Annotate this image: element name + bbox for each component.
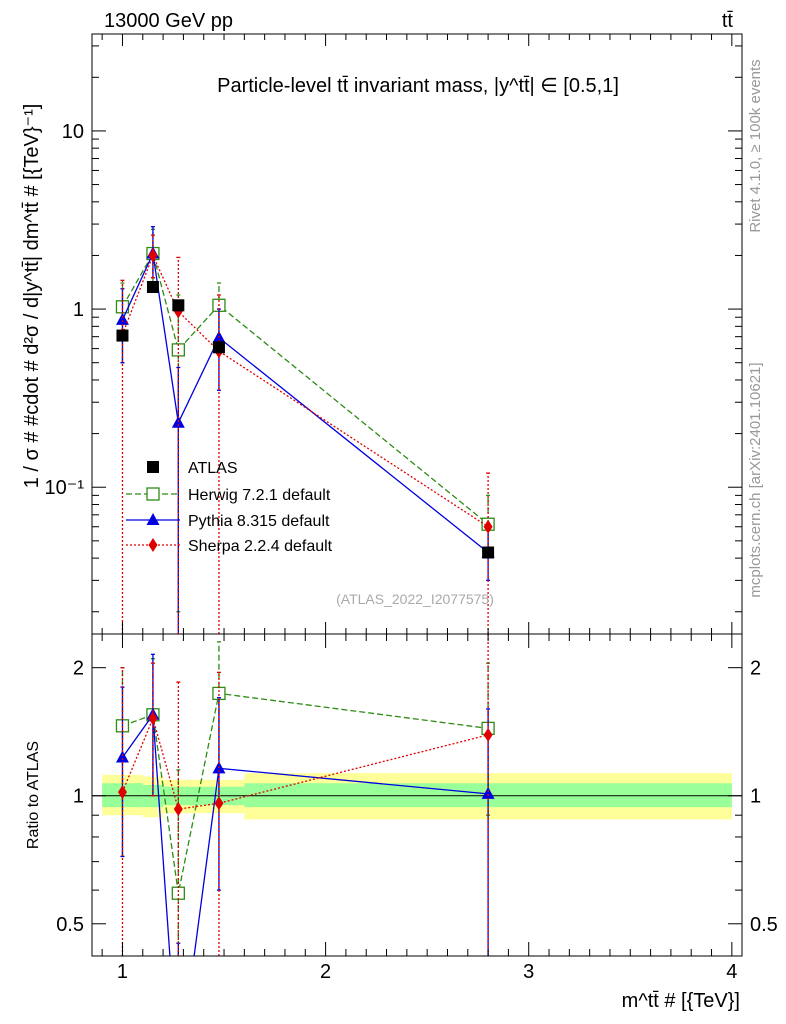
ratio-x-tick-label: 3 [523, 961, 534, 983]
atlas-legend-label: ATLAS [188, 460, 238, 477]
ratio-plot-area [92, 634, 742, 956]
ratio-y-axis-label: Ratio to ATLAS [25, 741, 42, 849]
ratio-axes: 1 2 3 4 0.5 0.5 1 1 2 2 [56, 634, 778, 983]
main-panel: 10⁻¹ 1 10 Particle-level tt̄ invariant mas… [21, 33, 743, 635]
ratio-panel: 1 2 3 4 0.5 0.5 1 1 2 2 Ratio to ATLAS m^tt̄ # [{… [25, 633, 778, 1012]
herwig-7-2-1-default-legend-marker [146, 487, 160, 501]
ratio-y-tick-label-left: 1 [73, 786, 84, 808]
main-plot-title: Particle-level tt̄ invariant mass, |y^tt… [217, 75, 619, 97]
pythia-8-315-default-point [115, 750, 129, 763]
sherpa-2-2-4-default-point [148, 248, 158, 263]
pythia-8-315-default-series [115, 653, 495, 956]
rivet-version-label: Rivet 4.1.0, ≥ 100k events [747, 59, 764, 232]
ratio-plot-frame [91, 633, 743, 957]
atlas-point [482, 546, 495, 559]
ratio-x-tick-label: 4 [726, 961, 737, 983]
atlas-point [146, 281, 159, 294]
atlas-legend-marker [147, 461, 159, 473]
pythia-8-315-default-legend-label: Pythia 8.315 default [188, 513, 330, 530]
sherpa-2-2-4-default-legend-label: Sherpa 2.2.4 default [188, 538, 333, 555]
herwig-7-2-1-default-point [171, 886, 185, 900]
ratio-y-tick-label-right: 1 [750, 786, 761, 808]
main-axes: 10⁻¹ 1 10 [45, 34, 742, 634]
sherpa-2-2-4-default-series [117, 234, 493, 634]
pythia-8-315-default-point [481, 786, 495, 799]
sherpa-2-2-4-default-point [173, 802, 183, 817]
uncertainty-bands [102, 773, 732, 820]
sherpa-2-2-4-default-point [117, 785, 127, 800]
sherpa-2-2-4-default-point [148, 711, 158, 726]
main-y-axis-label: 1 / σ # #cdot # d²σ / d|y^tt̄| dm^tt̄ # … [21, 104, 43, 489]
x-axis-label: m^tt̄ # [{TeV}] [622, 990, 740, 1012]
ratio-y-tick-label-left: 2 [73, 658, 84, 680]
pythia-8-315-default-line [121, 712, 489, 956]
pythia-8-315-default-series [115, 226, 495, 634]
ratio-y-tick-label-left: 0.5 [56, 914, 84, 936]
atlas-point [212, 341, 225, 354]
ratio-y-tick-label-right: 0.5 [750, 914, 778, 936]
process-label: tt̄ [722, 10, 734, 32]
sherpa-2-2-4-default-line [121, 253, 489, 528]
legend: ATLAS Herwig 7.2.1 default Pythia 8.315 de… [126, 460, 333, 555]
herwig-7-2-1-default-line [121, 251, 489, 525]
atlas-point [172, 299, 185, 312]
energy-label: 13000 GeV pp [104, 10, 233, 32]
mcplots-credit-label: mcplots.cern.ch [arXiv:2401.10621] [747, 362, 764, 597]
ratio-y-tick-label-right: 2 [750, 658, 761, 680]
atlas-series [116, 281, 495, 559]
pythia-8-315-default-legend-marker [146, 513, 160, 525]
main-y-tick-label: 1 [73, 299, 84, 321]
sherpa-2-2-4-default-point [214, 796, 224, 811]
sherpa-2-2-4-default-legend-marker [148, 538, 158, 552]
herwig-7-2-1-default-legend-label: Herwig 7.2.1 default [188, 487, 331, 504]
pythia-8-315-default-point [115, 312, 129, 325]
ratio-x-tick-label: 1 [117, 961, 128, 983]
main-y-tick-label: 10 [62, 121, 84, 143]
ratio-x-tick-label: 2 [320, 961, 331, 983]
main-y-tick-label: 10⁻¹ [45, 477, 85, 499]
main-plot-area [115, 226, 495, 634]
sherpa-2-2-4-default-point [483, 519, 493, 534]
analysis-watermark: (ATLAS_2022_I2077575) [336, 591, 494, 607]
sherpa-2-2-4-default-point [483, 727, 493, 742]
atlas-point [116, 329, 129, 342]
pythia-8-315-default-line [121, 251, 489, 554]
sherpa-2-2-4-default-series [117, 634, 493, 956]
